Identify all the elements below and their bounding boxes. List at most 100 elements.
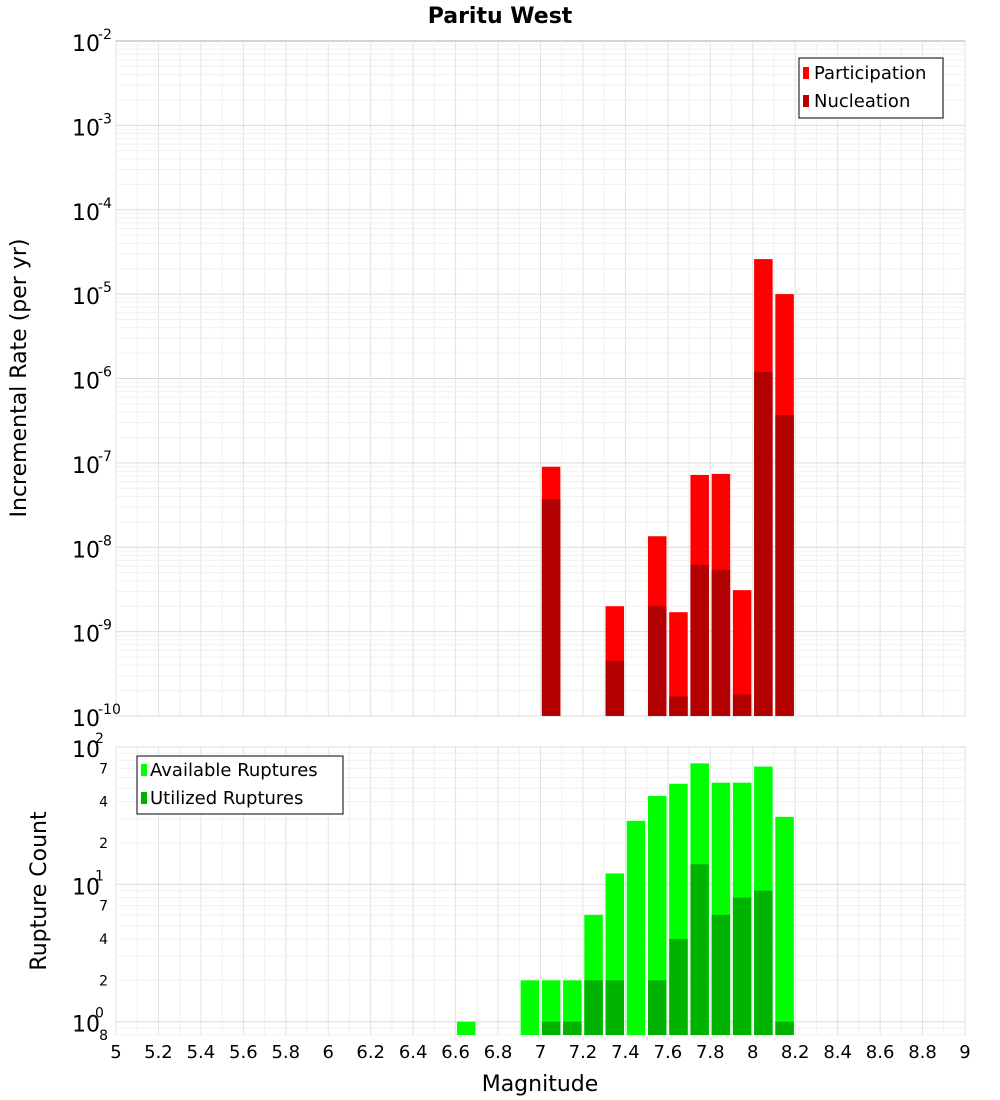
top-y-tick-exponent: -2: [98, 27, 112, 43]
bottom-y-tick-minor: 2: [99, 973, 108, 989]
x-tick-label: 6: [323, 1042, 334, 1063]
top-y-axis-label: Incremental Rate (per yr): [7, 239, 32, 518]
top-y-tick-exponent: -6: [98, 365, 112, 381]
bottom-bar-utilized-ruptures: [690, 864, 709, 1035]
top-y-tick-exponent: -5: [98, 280, 112, 296]
top-bar-nucleation: [541, 499, 561, 716]
top-gridlines: [115, 41, 966, 717]
x-tick-label: 5.8: [271, 1042, 300, 1063]
top-y-tick-base: 10: [72, 707, 100, 732]
bottom-y-tick-base: 10: [72, 875, 100, 900]
bottom-bar-available-ruptures: [520, 980, 540, 1035]
legend-nucleation-swatch: [803, 95, 809, 107]
x-tick-label: 8.4: [823, 1042, 852, 1063]
top-legend: Participation Nucleation: [798, 57, 944, 119]
bottom-bars: [456, 763, 794, 1035]
top-y-tick-labels: 10-210-310-410-510-610-710-810-910-10: [72, 27, 121, 732]
top-bars: [541, 259, 794, 716]
bottom-y-tick-minor: 4: [99, 932, 108, 948]
top-bar-participation: [732, 590, 752, 716]
legend-participation-swatch: [803, 67, 809, 79]
bottom-bar-utilized-ruptures: [669, 939, 688, 1035]
bottom-bar-utilized-ruptures: [732, 897, 752, 1035]
top-y-tick-exponent: -4: [98, 196, 112, 212]
x-tick-label: 5: [110, 1042, 121, 1063]
x-tick-label: 7.8: [696, 1042, 725, 1063]
bottom-bar-available-ruptures: [563, 980, 582, 1035]
x-tick-label: 7.2: [569, 1042, 598, 1063]
bottom-y-tick-base: 10: [72, 738, 100, 763]
legend-utilized-swatch: [141, 792, 147, 804]
bottom-y-tick-base: 10: [72, 1013, 100, 1038]
bottom-legend: Available Ruptures Utilized Ruptures: [136, 755, 344, 815]
top-y-tick-exponent: -3: [98, 111, 112, 127]
top-bar-nucleation: [711, 569, 731, 716]
legend-available-label: Available Ruptures: [150, 760, 318, 781]
x-tick-label: 7.4: [611, 1042, 640, 1063]
top-bar-nucleation: [647, 606, 667, 716]
bottom-bar-available-ruptures: [775, 816, 794, 1035]
x-tick-label: 6.8: [484, 1042, 513, 1063]
bottom-y-tick-minor: 7: [99, 761, 108, 777]
x-tick-label: 7.6: [654, 1042, 683, 1063]
top-bar-nucleation: [775, 414, 794, 716]
bottom-y-tick-minor: 7: [99, 899, 108, 915]
legend-nucleation-label: Nucleation: [814, 91, 910, 112]
chart-title: Paritu West: [428, 4, 573, 29]
x-tick-label: 6.6: [441, 1042, 470, 1063]
top-y-tick-base: 10: [72, 370, 100, 395]
top-y-tick-exponent: -10: [98, 702, 121, 718]
bottom-bar-utilized-ruptures: [775, 1021, 794, 1035]
top-y-tick-base: 10: [72, 32, 100, 57]
bottom-bar-available-ruptures: [456, 1021, 476, 1035]
bottom-y-tick-minor: 4: [99, 795, 108, 811]
top-y-tick-base: 10: [72, 454, 100, 479]
x-tick-label: 5.6: [229, 1042, 258, 1063]
bottom-bar-utilized-ruptures: [605, 980, 625, 1035]
top-plot-panel: 10-210-310-410-510-610-710-810-910-10 In…: [7, 27, 966, 732]
bottom-bar-utilized-ruptures: [584, 980, 603, 1035]
top-y-tick-base: 10: [72, 285, 100, 310]
top-y-tick-exponent: -8: [98, 533, 112, 549]
top-bar-nucleation: [732, 694, 752, 716]
top-bar-nucleation: [605, 660, 625, 716]
top-y-tick-base: 10: [72, 538, 100, 563]
x-axis-label: Magnitude: [482, 1072, 599, 1097]
top-bar-nucleation: [669, 696, 688, 716]
top-bar-participation: [669, 612, 688, 716]
bottom-bar-available-ruptures: [541, 980, 561, 1035]
bottom-bar-utilized-ruptures: [647, 980, 667, 1035]
x-tick-label: 7: [535, 1042, 546, 1063]
x-tick-label: 5.4: [187, 1042, 216, 1063]
bottom-y-axis-label: Rupture Count: [27, 811, 52, 971]
top-y-tick-base: 10: [72, 623, 100, 648]
top-bar-nucleation: [690, 564, 709, 716]
bottom-y-tick-exponent: 0: [95, 1006, 104, 1022]
x-tick-label: 9: [959, 1042, 970, 1063]
bottom-bar-utilized-ruptures: [754, 890, 773, 1035]
x-tick-label: 8: [747, 1042, 758, 1063]
top-legend-box: [798, 57, 944, 119]
bottom-y-tick-minor: 2: [99, 836, 108, 852]
top-bar-nucleation: [754, 371, 773, 716]
top-y-tick-exponent: -9: [98, 618, 112, 634]
top-y-tick-base: 10: [72, 201, 100, 226]
legend-available-swatch: [141, 764, 147, 776]
top-y-tick-exponent: -7: [98, 449, 112, 465]
x-tick-label: 8.6: [866, 1042, 895, 1063]
x-tick-label: 8.8: [908, 1042, 937, 1063]
bottom-bar-utilized-ruptures: [711, 914, 731, 1035]
x-tick-labels: 5 5.2 5.4 5.6 5.8 6 6.2 6.4 6.6 6.8 7 7.2 7.4 7.6 7.8 8…: [110, 1042, 970, 1063]
bottom-bar-utilized-ruptures: [541, 1021, 561, 1035]
bottom-y-tick-exponent: 1: [95, 868, 104, 884]
legend-participation-label: Participation: [814, 63, 926, 84]
top-y-tick-base: 10: [72, 116, 100, 141]
x-tick-label: 8.2: [781, 1042, 810, 1063]
bottom-bar-available-ruptures: [647, 795, 667, 1035]
bottom-bar-available-ruptures: [626, 820, 646, 1035]
bottom-legend-box: [136, 755, 344, 815]
legend-utilized-label: Utilized Ruptures: [150, 788, 303, 809]
